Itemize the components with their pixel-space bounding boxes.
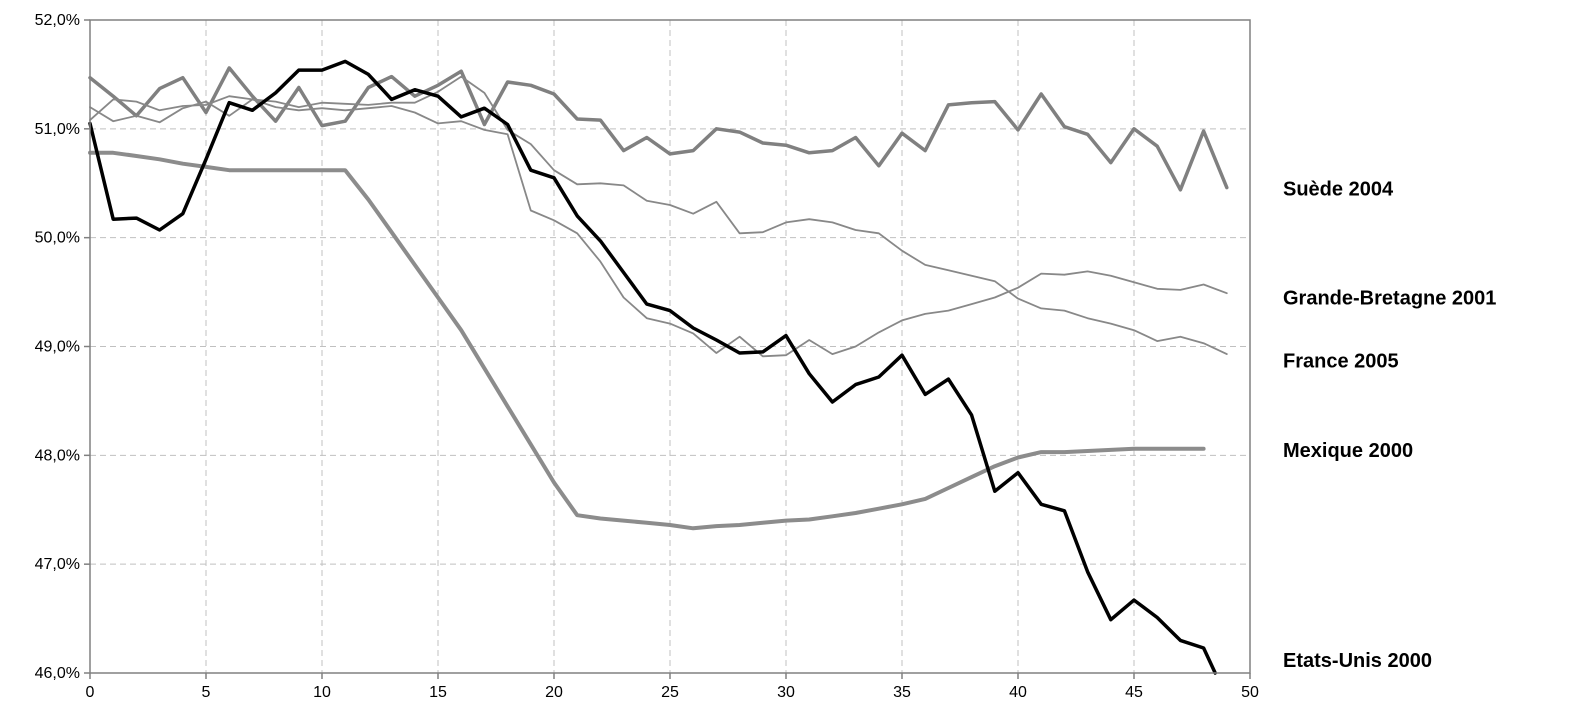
x-tick-label: 35 [893, 684, 911, 701]
y-axis: 46,0% 47,0% 48,0% 49,0% 50,0% 51,0% 52,0% [35, 12, 90, 682]
x-tick-label: 40 [1009, 684, 1027, 701]
y-tick-label: 47,0% [35, 556, 80, 573]
series-line-su-de-2004 [88, 66, 1229, 192]
y-tick-label: 51,0% [35, 121, 80, 138]
series-lines [88, 59, 1229, 675]
y-tick-label: 52,0% [35, 12, 80, 29]
series-line-grande-bretagne-2001 [89, 75, 1228, 356]
y-tick-label: 48,0% [35, 447, 80, 464]
x-tick-label: 25 [661, 684, 679, 701]
y-tick-label: 49,0% [35, 339, 80, 356]
x-tick-label: 10 [313, 684, 331, 701]
x-tick-label: 15 [429, 684, 447, 701]
series-label: Etats-Unis 2000 [1283, 650, 1432, 672]
x-tick-label: 45 [1125, 684, 1143, 701]
x-tick-label: 5 [202, 684, 211, 701]
x-tick-label: 20 [545, 684, 563, 701]
grid-lines [90, 20, 1250, 673]
x-tick-label: 50 [1241, 684, 1259, 701]
x-tick-label: 30 [777, 684, 795, 701]
plot-frame [89, 19, 1251, 674]
series-label: Mexique 2000 [1283, 440, 1413, 462]
y-tick-label: 46,0% [35, 665, 80, 682]
x-axis: 0 5 10 15 20 25 30 35 40 45 50 [86, 673, 1259, 701]
series-line-mexique-2000 [88, 150, 1206, 531]
y-tick-label: 50,0% [35, 230, 80, 247]
x-tick-label: 0 [86, 684, 95, 701]
series-line-france-2005 [89, 98, 1228, 358]
series-line-etats-unis-2000 [88, 59, 1217, 675]
series-label: Grande-Bretagne 2001 [1283, 288, 1496, 310]
series-label: Suède 2004 [1283, 179, 1394, 201]
series-label: France 2005 [1283, 351, 1399, 373]
series-labels: Suède 2004 Grande-Bretagne 2001 France 200… [1283, 179, 1496, 672]
